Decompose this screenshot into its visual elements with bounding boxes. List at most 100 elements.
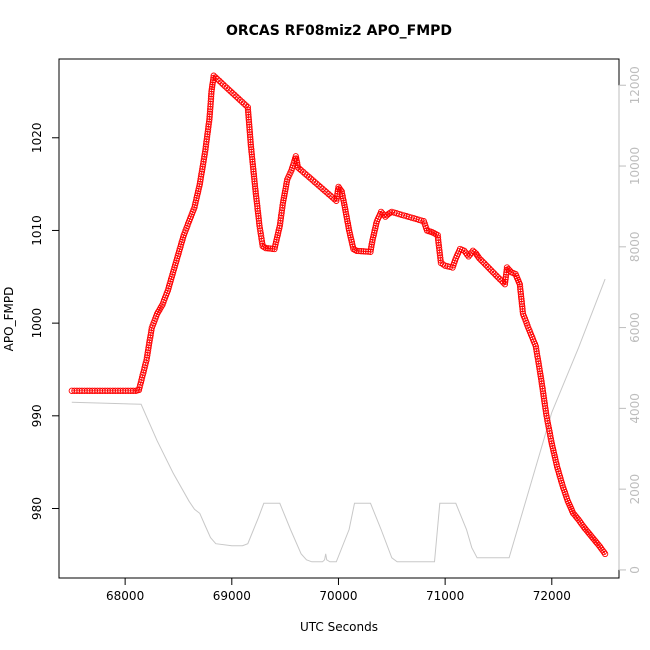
- data-point: [355, 247, 363, 255]
- data-point: [516, 283, 524, 290]
- data-point: [340, 199, 348, 206]
- data-point: [342, 211, 350, 218]
- data-point: [479, 258, 486, 265]
- data-point: [280, 194, 288, 202]
- data-point: [271, 243, 279, 250]
- data-point: [272, 238, 280, 246]
- data-point: [248, 153, 256, 161]
- y-tick-label: 1020: [30, 123, 44, 154]
- data-point: [221, 83, 229, 90]
- data-point: [235, 95, 242, 102]
- x-axis-label: UTC Seconds: [300, 620, 378, 634]
- data-point: [237, 97, 244, 104]
- data-point: [250, 173, 258, 180]
- data-point: [335, 183, 342, 191]
- data-point: [333, 195, 340, 202]
- data-point: [548, 440, 555, 447]
- data-point: [315, 182, 322, 189]
- data-point: [272, 241, 279, 248]
- chart-title: ORCAS RF08miz2 APO_FMPD: [226, 23, 452, 39]
- data-point: [307, 175, 315, 182]
- data-point: [600, 548, 607, 556]
- data-point: [325, 190, 332, 198]
- data-point: [231, 91, 238, 99]
- data-point: [309, 177, 317, 184]
- data-point: [488, 267, 495, 274]
- data-point: [502, 278, 509, 285]
- secondary-series-line: [71, 278, 606, 563]
- data-point: [254, 210, 262, 217]
- data-point: [340, 197, 347, 204]
- data-point: [486, 265, 493, 272]
- data-point: [348, 236, 355, 243]
- data-point: [253, 197, 260, 205]
- data-point: [517, 293, 525, 300]
- data-point: [337, 186, 344, 194]
- data-point: [191, 201, 199, 209]
- data-point: [346, 229, 353, 236]
- data-point: [551, 454, 559, 461]
- data-point: [345, 222, 352, 229]
- data-point: [249, 163, 257, 170]
- data-point: [349, 243, 357, 250]
- data-point: [502, 273, 509, 281]
- y2-tick-label: 6000: [628, 312, 642, 343]
- data-point: [518, 300, 526, 308]
- data-point: [372, 222, 379, 229]
- data-point: [209, 79, 216, 86]
- y2-tick-label: 0: [628, 566, 642, 574]
- data-point: [552, 459, 560, 466]
- data-point: [502, 271, 510, 278]
- data-point: [477, 256, 485, 264]
- data-point: [368, 241, 375, 248]
- data-point: [317, 184, 324, 191]
- data-point: [218, 79, 225, 86]
- y2-tick-label: 12000: [628, 66, 642, 104]
- y2-tick-label: 8000: [628, 232, 642, 263]
- data-point: [345, 224, 352, 232]
- data-point: [283, 180, 290, 188]
- data-point: [311, 178, 318, 186]
- data-point: [493, 272, 500, 279]
- data-point: [274, 231, 281, 239]
- data-point: [259, 240, 266, 247]
- data-point: [219, 81, 227, 88]
- data-point: [253, 200, 261, 207]
- y-tick-label: 980: [30, 497, 44, 520]
- data-point: [281, 187, 289, 195]
- data-point: [196, 183, 203, 190]
- data-point: [275, 227, 282, 234]
- data-point: [313, 180, 320, 187]
- data-point: [329, 194, 336, 201]
- x-tick-label: 71000: [426, 589, 464, 603]
- data-point: [321, 187, 328, 194]
- data-point: [552, 456, 559, 463]
- data-point: [476, 255, 483, 262]
- data-point: [293, 159, 301, 167]
- data-point: [191, 204, 198, 211]
- data-point: [255, 215, 262, 222]
- data-point: [342, 206, 349, 213]
- data-point: [371, 229, 378, 236]
- data-point: [282, 183, 290, 190]
- data-point: [249, 161, 256, 168]
- data-point: [370, 231, 377, 239]
- data-point: [338, 188, 345, 195]
- data-point: [293, 155, 300, 162]
- data-point: [519, 303, 526, 310]
- data-point: [275, 229, 282, 236]
- data-point: [341, 201, 348, 209]
- data-point: [279, 199, 287, 206]
- data-point: [194, 190, 201, 197]
- data-point: [323, 189, 330, 196]
- data-point: [503, 269, 510, 276]
- data-point: [360, 248, 367, 255]
- data-point: [262, 244, 270, 252]
- data-point: [371, 227, 378, 234]
- data-point: [353, 247, 360, 254]
- data-point: [517, 290, 525, 298]
- data-point: [250, 170, 257, 178]
- data-point: [208, 86, 215, 93]
- data-point: [192, 199, 199, 206]
- data-point: [293, 157, 300, 164]
